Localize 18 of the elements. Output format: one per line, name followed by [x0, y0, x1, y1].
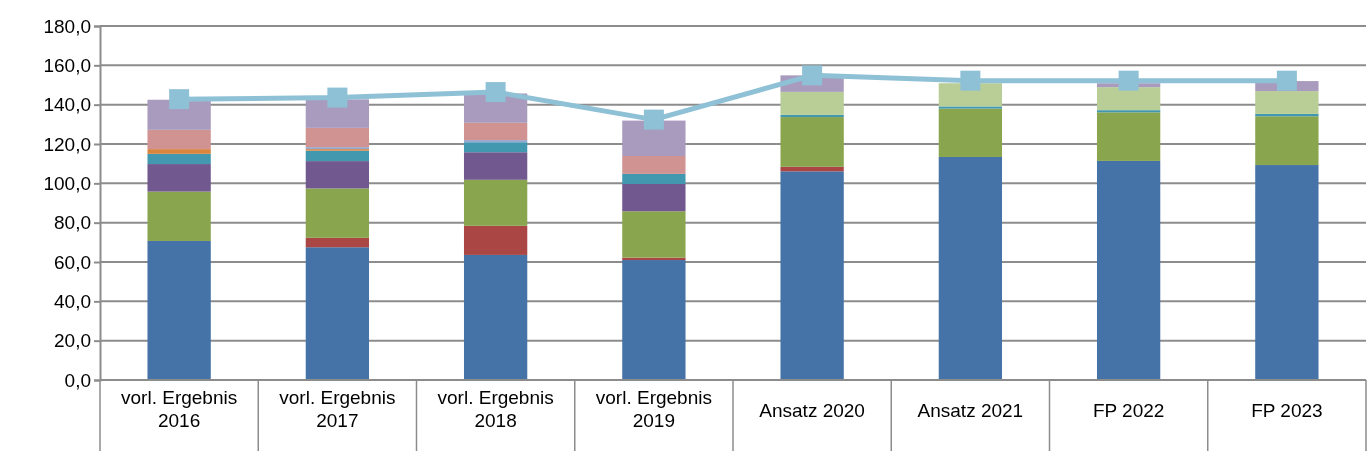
x-tick-label: FP 2022 — [1092, 400, 1165, 421]
y-tick-label: 120,0 — [43, 133, 91, 155]
y-tick-label: 40,0 — [54, 290, 91, 312]
x-tick-label: vorl. Ergebnis 2019 — [595, 387, 712, 431]
y-tick-label: 80,0 — [54, 212, 91, 234]
x-tick-label: Ansatz 2020 — [759, 400, 865, 421]
y-tick-label: 160,0 — [43, 54, 91, 76]
y-tick-label: 60,0 — [54, 251, 91, 273]
y-tick-label: 20,0 — [54, 330, 91, 352]
x-tick-label: vorl. Ergebnis 2016 — [121, 387, 238, 431]
y-tick-label: 180,0 — [43, 15, 91, 37]
x-tick-label: FP 2023 — [1251, 400, 1323, 421]
y-tick-label: 0,0 — [64, 369, 91, 391]
y-tick-label: 140,0 — [43, 94, 91, 116]
x-tick-label: Ansatz 2021 — [917, 400, 1024, 421]
x-tick-label: vorl. Ergebnis 2017 — [279, 387, 396, 431]
x-tick-label: vorl. Ergebnis 2018 — [437, 387, 554, 431]
y-tick-label: 100,0 — [43, 172, 91, 194]
